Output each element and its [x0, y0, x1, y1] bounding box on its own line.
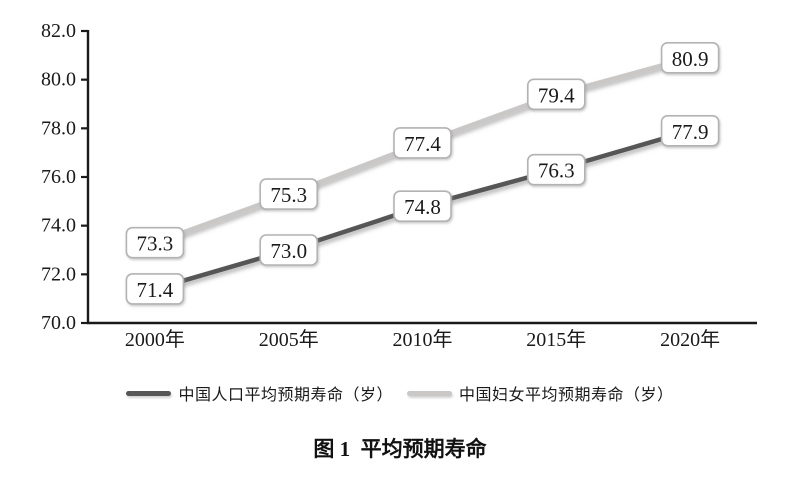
data-label-value-s1: 75.3 — [270, 183, 307, 207]
data-label-value-s0: 77.9 — [672, 120, 709, 144]
data-label-box-s1 — [125, 226, 185, 259]
legend-item-women: 中国妇女平均预期寿命（岁） — [407, 381, 674, 405]
y-tick-label: 70.0 — [41, 312, 76, 334]
y-tick-label: 80.0 — [41, 69, 76, 91]
data-label-value-s1: 77.4 — [404, 132, 441, 156]
data-label-box-s1 — [259, 178, 319, 210]
data-label-box-s1 — [660, 41, 720, 74]
data-label-box-s0 — [526, 153, 586, 186]
data-label-value-s0: 74.8 — [404, 195, 441, 219]
legend-swatch-population-line-icon — [126, 390, 172, 396]
data-label-value-s0: 71.4 — [137, 278, 174, 302]
x-tick-label: 2000年 — [125, 328, 185, 351]
data-label-box-s0 — [393, 190, 452, 222]
legend-label-population: 中国人口平均预期寿命（岁） — [178, 387, 393, 404]
legend-item-population: 中国人口平均预期寿命（岁） — [126, 381, 393, 405]
data-label-value-s1: 80.9 — [672, 47, 709, 71]
data-label-value-s1: 79.4 — [538, 83, 575, 107]
data-label-value-s0: 76.3 — [538, 159, 575, 183]
chart-legend: 中国人口平均预期寿命（岁） 中国妇女平均预期寿命（岁） — [0, 381, 800, 405]
data-label-box-s0 — [125, 273, 185, 305]
data-label-box-s1 — [393, 127, 452, 159]
x-tick-label: 2015年 — [526, 328, 586, 351]
y-tick-label: 74.0 — [41, 215, 76, 237]
data-label-value-s0: 73.0 — [270, 239, 307, 263]
y-tick-label: 82.0 — [41, 20, 76, 42]
data-label-box-s0 — [259, 234, 319, 266]
y-tick-label: 78.0 — [41, 117, 76, 139]
y-tick-label: 72.0 — [41, 263, 76, 285]
data-label-box-s0 — [660, 114, 720, 147]
line-chart-canvas: 70.0 72.0 74.0 76.0 78.0 80.0 82.0 2000年 2005年 20… — [41, 20, 757, 351]
y-tick-label: 76.0 — [41, 166, 76, 188]
figure-caption: 图 1 平均预期寿命 — [313, 437, 487, 461]
data-label-box-s1 — [526, 78, 586, 111]
data-label-value-s1: 73.3 — [137, 232, 174, 256]
legend-swatch-women-line-icon — [407, 390, 452, 396]
x-tick-label: 2020年 — [660, 328, 720, 351]
x-tick-label: 2010年 — [393, 328, 453, 351]
x-tick-label: 2005年 — [259, 328, 319, 351]
legend-label-women: 中国妇女平均预期寿命（岁） — [459, 387, 674, 404]
